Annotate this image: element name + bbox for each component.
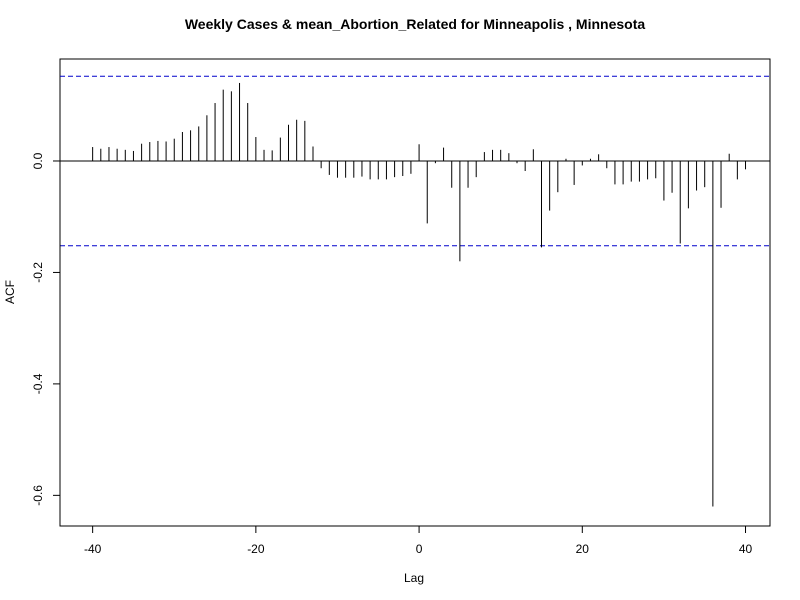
- x-axis: -40 -20 0 20 40: [84, 525, 753, 556]
- y-tick-label: -0.4: [31, 373, 45, 394]
- y-axis: 0.0 -0.2 -0.4 -0.6: [31, 152, 61, 506]
- x-tick-label: 0: [416, 542, 423, 556]
- y-tick-label: 0.0: [31, 152, 45, 169]
- x-tick-label: 20: [576, 542, 590, 556]
- y-tick-label: -0.6: [31, 485, 45, 506]
- x-axis-title: Lag: [404, 571, 424, 585]
- y-tick-label: -0.2: [31, 262, 45, 283]
- x-tick-label: -20: [247, 542, 265, 556]
- acf-bars: [92, 82, 747, 507]
- chart-title: Weekly Cases & mean_Abortion_Related for…: [184, 16, 646, 32]
- x-tick-label: 40: [739, 542, 753, 556]
- x-tick-label: -40: [84, 542, 102, 556]
- y-axis-title: ACF: [3, 280, 17, 304]
- plot-frame: [59, 58, 771, 527]
